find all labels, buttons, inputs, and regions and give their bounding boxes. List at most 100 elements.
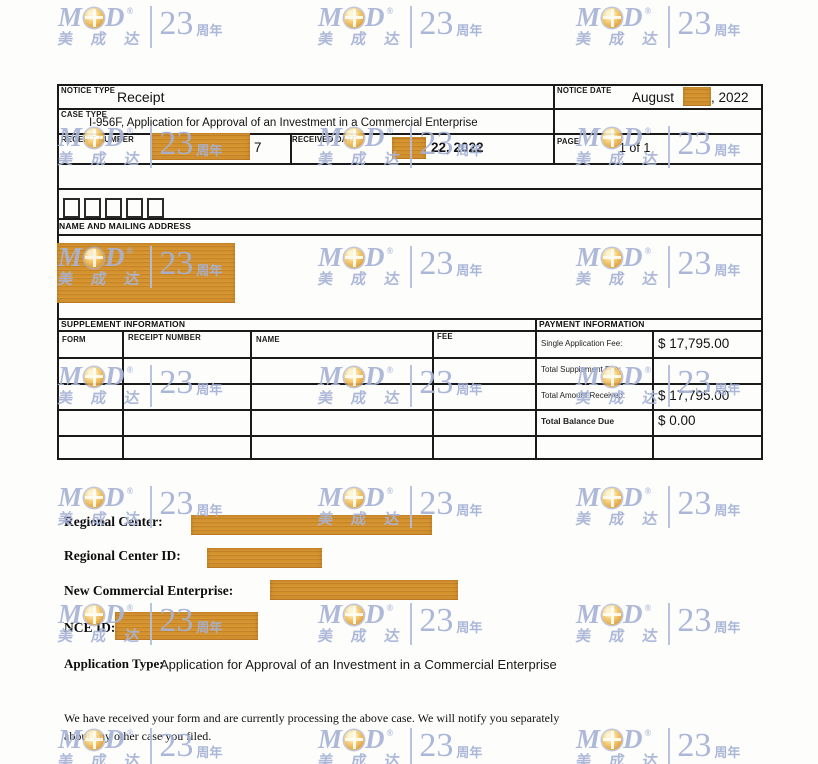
received-date-value: 22, 2022 — [431, 140, 484, 155]
mcd-logo: M D ® 美 成 达 — [317, 242, 408, 289]
mcd-chinese-name: 美 成 达 — [574, 628, 666, 645]
table-line — [57, 357, 763, 359]
mcd-chinese-name: 美 成 达 — [316, 31, 408, 48]
registered-mark: ® — [644, 603, 653, 613]
mcd-globe-icon — [602, 487, 623, 508]
mcd-chinese-name: 美 成 达 — [56, 390, 148, 407]
anniversary-mark: 23 周年 — [677, 729, 740, 763]
mcd-globe-icon — [602, 7, 623, 28]
mcd-watermark: M D ® 美 成 达 23 周年 — [317, 242, 483, 289]
name-address-label: NAME AND MAILING ADDRESS — [59, 221, 192, 231]
page-value: 1 of 1 — [619, 141, 651, 155]
receipt-number-label: RECEIPT NUMBER — [61, 135, 134, 144]
checkbox[interactable] — [105, 198, 122, 218]
table-line — [57, 188, 763, 190]
payment-row-label: Total Amount Received: — [541, 391, 626, 400]
registered-mark: ® — [126, 6, 135, 16]
table-line — [57, 108, 763, 110]
anniversary-suffix: 周年 — [714, 22, 741, 38]
mcd-chinese-name: 美 成 达 — [316, 753, 408, 764]
mcd-letters: M D ® — [318, 599, 395, 629]
table-border-bottom — [57, 458, 763, 460]
redaction-receipt-number — [150, 133, 250, 160]
anniversary-suffix: 周年 — [456, 22, 483, 38]
mcd-globe-icon — [602, 729, 623, 750]
nce-label: New Commercial Enterprise: — [64, 583, 234, 598]
redaction-regional-center — [191, 515, 432, 535]
mcd-letters: M D ® — [576, 482, 653, 512]
mcd-letters: M D ® — [576, 2, 653, 32]
regional-center-id-label: Regional Center ID: — [64, 548, 181, 563]
supplement-col-fee: FEE — [437, 332, 453, 341]
mcd-watermark: M D ® 美 成 达 23 周年 — [316, 599, 483, 645]
mcd-watermark: M D ® 美 成 达 23 周年 — [57, 4, 223, 49]
table-line — [57, 383, 763, 385]
table-line — [432, 330, 434, 460]
mcd-letters: M D ® — [318, 242, 395, 272]
checkbox[interactable] — [63, 198, 80, 218]
mcd-globe-icon — [84, 487, 105, 508]
mcd-logo: M D ® 美 成 达 — [57, 4, 148, 49]
anniversary-mark: 23 周年 — [419, 604, 483, 638]
mcd-globe-icon — [84, 7, 105, 28]
payment-row-value: $ 17,795.00 — [658, 336, 730, 351]
anniversary-suffix: 周年 — [456, 262, 483, 278]
registered-mark: ® — [386, 6, 395, 16]
received-date-label: RECEIVED DATE — [292, 135, 358, 144]
watermark-divider — [668, 246, 671, 288]
checkbox[interactable] — [147, 198, 164, 218]
payment-row-value: $ 17,795.00 — [658, 388, 730, 403]
registered-mark: ® — [386, 246, 395, 256]
mcd-letters: M D ® — [576, 724, 653, 754]
mcd-chinese-name: 美 成 达 — [56, 753, 148, 764]
mcd-globe-icon — [344, 487, 365, 508]
mcd-globe-icon — [344, 729, 365, 750]
regional-center-label: Regional Center: — [64, 514, 163, 529]
table-line — [57, 409, 763, 411]
checkbox[interactable] — [84, 198, 101, 218]
table-line — [57, 218, 763, 220]
mcd-letters: M D ® — [58, 361, 135, 391]
payment-title: PAYMENT INFORMATION — [539, 319, 645, 329]
checkbox[interactable] — [126, 198, 143, 218]
watermark-divider — [410, 365, 413, 407]
watermark-divider — [150, 6, 153, 48]
notice-date-label: NOTICE DATE — [557, 86, 612, 95]
redaction-notice-date-day — [683, 87, 711, 106]
anniversary-mark: 23 周年 — [677, 604, 741, 638]
anniversary-number: 23 — [159, 485, 194, 522]
watermark-divider — [668, 603, 671, 645]
registered-mark: ® — [386, 728, 395, 738]
watermark-divider — [410, 603, 413, 645]
anniversary-number: 23 — [419, 245, 454, 282]
anniversary-number: 23 — [677, 485, 712, 522]
notice-type-value: Receipt — [117, 89, 165, 105]
mcd-logo: M D ® 美 成 达 — [574, 724, 666, 764]
mcd-watermark: M D ® 美 成 达 23 周年 — [574, 724, 740, 764]
mcd-watermark: M D ® 美 成 达 23 周年 — [317, 363, 482, 407]
body-paragraph-line1: We have received your form and are curre… — [64, 711, 560, 725]
anniversary-mark: 23 周年 — [677, 485, 740, 522]
table-line — [535, 318, 537, 460]
watermark-divider — [668, 486, 671, 528]
anniversary-mark: 23 周年 — [677, 245, 740, 282]
anniversary-suffix: 周年 — [714, 619, 741, 635]
anniversary-number: 23 — [677, 5, 712, 42]
mcd-chinese-name: 美 成 达 — [574, 753, 666, 764]
anniversary-number: 23 — [677, 245, 712, 282]
case-type-label: CASE TYPE — [61, 110, 107, 119]
mcd-chinese-name: 美 成 达 — [316, 628, 408, 645]
anniversary-mark: 23 周年 — [677, 5, 741, 42]
registered-mark: ® — [644, 486, 653, 496]
mcd-logo: M D ® 美 成 达 — [316, 726, 408, 764]
redaction-nce-id — [115, 612, 258, 640]
notice-type-label: NOTICE TYPE — [61, 86, 116, 95]
anniversary-suffix: 周年 — [456, 744, 483, 760]
anniversary-suffix: 周年 — [456, 619, 483, 635]
mcd-watermark: M D ® 美 成 达 23 周年 — [316, 726, 483, 764]
anniversary-number: 23 — [159, 5, 194, 42]
page-label: PAGE — [557, 137, 580, 146]
redaction-name-and-address — [57, 243, 235, 303]
anniversary-suffix: 周年 — [196, 22, 223, 38]
